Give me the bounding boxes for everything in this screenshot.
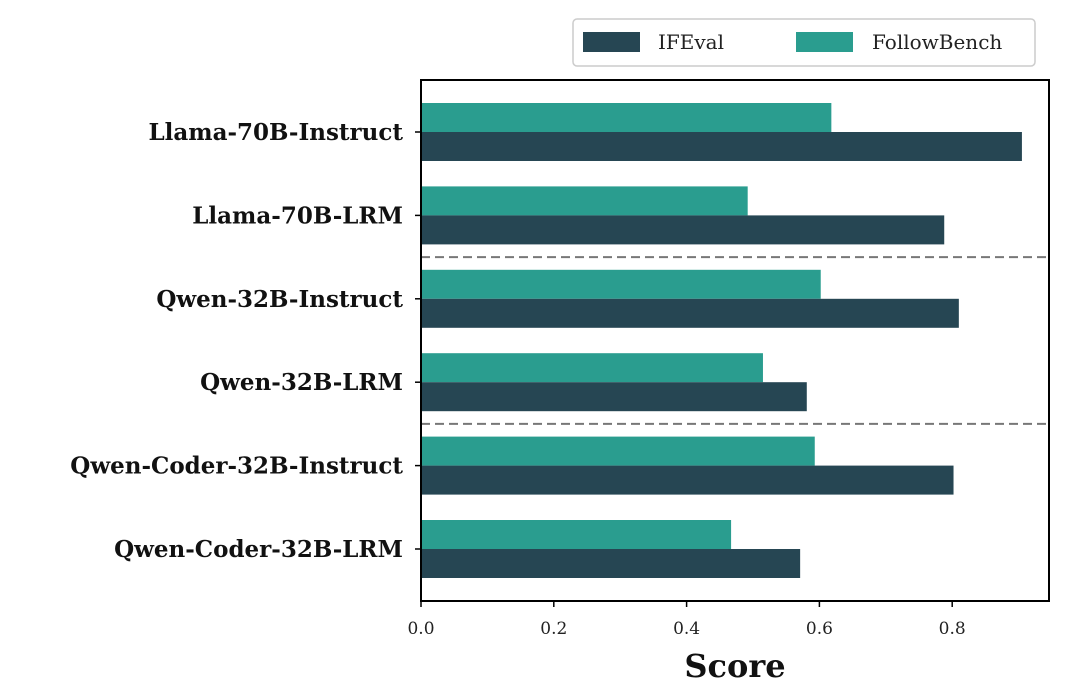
x-tick-label: 0.2 [540, 619, 567, 639]
bar-ifeval-2 [421, 298, 959, 328]
y-tick-label: Llama-70B-LRM [192, 202, 403, 229]
x-axis-title: Score [684, 647, 785, 685]
group-separators [421, 256, 1049, 425]
y-tick-label: Llama-70B-Instruct [148, 119, 403, 146]
bar-ifeval-4 [421, 465, 954, 495]
bar-followbench-3 [421, 353, 763, 383]
bar-ifeval-3 [421, 382, 807, 412]
legend: IFEval FollowBench [572, 18, 1036, 67]
y-axis: Llama-70B-Instruct Llama-70B-LRM Qwen-32B-… [70, 119, 421, 563]
bar-followbench-5 [421, 520, 732, 549]
plot-frame [420, 79, 1050, 602]
bar-followbench-1 [421, 186, 748, 216]
x-tick-label: 0.8 [939, 619, 966, 639]
x-axis: 0.0 0.2 0.4 0.6 0.8 [407, 601, 966, 639]
bar-followbench-2 [421, 269, 821, 299]
bars-layer [421, 103, 1022, 578]
bar-ifeval-1 [421, 215, 945, 245]
bar-ifeval-0 [421, 132, 1022, 161]
y-tick-label: Qwen-32B-Instruct [156, 286, 403, 313]
x-tick-label: 0.4 [673, 619, 700, 639]
legend-swatch-followbench [796, 32, 853, 52]
y-tick-label: Qwen-Coder-32B-Instruct [70, 453, 403, 480]
bar-followbench-0 [421, 103, 832, 132]
y-tick-label: Qwen-Coder-32B-LRM [114, 536, 403, 563]
y-tick-label: Qwen-32B-LRM [200, 369, 403, 396]
bar-followbench-4 [421, 436, 815, 466]
x-tick-label: 0.6 [806, 619, 833, 639]
legend-label-ifeval: IFEval [658, 30, 724, 54]
legend-swatch-ifeval [583, 32, 640, 52]
bar-ifeval-5 [421, 549, 801, 578]
legend-label-followbench: FollowBench [872, 30, 1002, 54]
x-tick-label: 0.0 [407, 619, 434, 639]
